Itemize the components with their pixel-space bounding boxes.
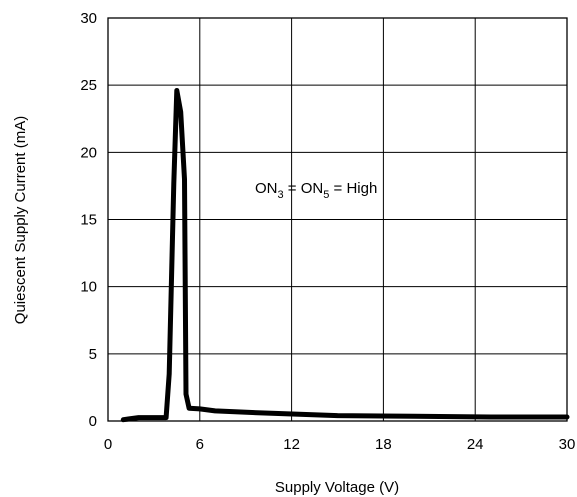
annotation-label: ON3 = ON5 = High bbox=[255, 180, 377, 201]
y-tick-label: 15 bbox=[80, 212, 97, 229]
x-tick-label: 24 bbox=[467, 436, 484, 453]
annotation-subscript: 3 bbox=[278, 189, 284, 201]
annotation-part: = High bbox=[329, 180, 377, 197]
x-tick-label: 12 bbox=[283, 436, 300, 453]
series-line bbox=[120, 88, 570, 423]
annotation-subscript: 5 bbox=[323, 189, 329, 201]
y-tick-label: 20 bbox=[80, 144, 97, 161]
y-tick-label: 30 bbox=[80, 10, 97, 27]
x-tick-label: 0 bbox=[104, 436, 112, 453]
y-tick-label: 0 bbox=[89, 413, 97, 430]
annotation-part: = ON bbox=[284, 180, 324, 197]
y-tick-label: 10 bbox=[80, 279, 97, 296]
x-tick-label: 18 bbox=[375, 436, 392, 453]
y-axis-label: Quiescent Supply Current (mA) bbox=[12, 116, 29, 324]
grid-lines bbox=[108, 18, 567, 421]
x-tick-label: 6 bbox=[196, 436, 204, 453]
y-tick-label: 25 bbox=[80, 77, 97, 94]
y-tick-label: 5 bbox=[89, 346, 97, 363]
x-axis-label: Supply Voltage (V) bbox=[275, 479, 399, 496]
plot-frame bbox=[107, 17, 568, 422]
annotation-part: ON bbox=[255, 180, 278, 197]
tick-labels: 0 6 12 18 24 30 0 5 10 15 20 25 30 bbox=[80, 10, 575, 453]
series-layer bbox=[120, 88, 570, 423]
x-tick-label: 30 bbox=[559, 436, 576, 453]
